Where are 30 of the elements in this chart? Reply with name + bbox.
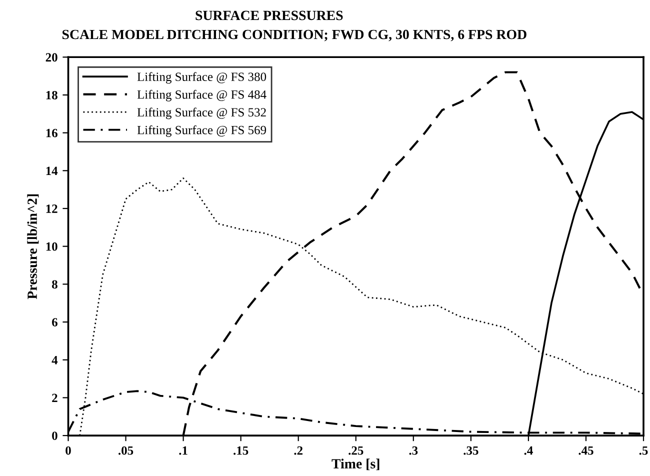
legend-label: Lifting Surface @ FS 380: [137, 72, 266, 84]
y-tick-label: 16: [46, 128, 58, 138]
x-tick-label: .5: [639, 446, 648, 455]
x-tick-label: .05: [118, 446, 134, 455]
y-tick-label: 0: [52, 432, 58, 440]
chart-subtitle: SCALE MODEL DITCHING CONDITION; FWD CG, 30 KNTS, 6 FPS ROD: [62, 30, 526, 42]
y-tick-label: 8: [52, 280, 58, 289]
legend-label: Lifting Surface @ FS 569: [137, 125, 266, 137]
x-tick-label: .4: [524, 446, 533, 455]
y-tick-label: 2: [52, 394, 58, 402]
legend-label: Lifting Surface @ FS 532: [137, 108, 266, 120]
y-tick-label: 4: [52, 356, 58, 364]
y-tick-label: 20: [46, 53, 58, 62]
x-tick-label: .35: [464, 446, 478, 455]
y-axis-title: Pressure [lb/in^2]: [27, 194, 39, 300]
x-tick-label: .15: [234, 446, 248, 455]
x-tick-label: .25: [348, 446, 364, 455]
x-tick-label: .2: [294, 446, 302, 455]
y-tick-label: 10: [46, 242, 58, 251]
y-tick-label: 14: [46, 166, 58, 175]
x-tick-label: .3: [409, 446, 418, 455]
y-tick-label: 6: [52, 318, 58, 326]
y-tick-label: 18: [46, 90, 58, 100]
x-tick-label: .45: [578, 446, 594, 455]
x-tick-label: 0: [66, 446, 71, 455]
legend-label: Lifting Surface @ FS 484: [137, 90, 266, 102]
y-tick-label: 12: [46, 204, 58, 213]
chart-title: SURFACE PRESSURES: [196, 10, 343, 20]
x-tick-label: .1: [179, 446, 188, 455]
x-axis-title: Time [s]: [332, 458, 380, 470]
